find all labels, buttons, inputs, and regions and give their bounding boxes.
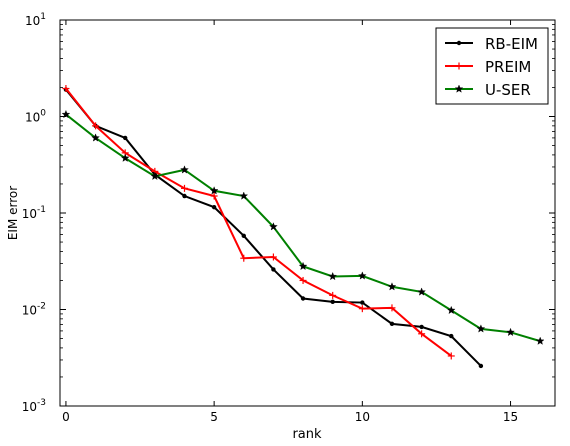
y-tick-label: 10-3 [22, 398, 46, 414]
x-tick-label: 5 [210, 410, 218, 424]
data-point-rb-eim [330, 299, 335, 305]
data-point-u-ser [476, 324, 486, 333]
data-point-u-ser [180, 165, 189, 174]
data-point-preim [299, 276, 307, 284]
legend: RB-EIM PREIM U-SER [435, 27, 549, 105]
plot-frame [59, 19, 556, 407]
data-point-preim [388, 304, 396, 312]
data-point-u-ser [120, 153, 130, 162]
series-u-ser [61, 109, 545, 345]
series-layer [61, 85, 545, 369]
legend-label: U-SER [485, 81, 531, 99]
data-point-u-ser [91, 133, 100, 142]
data-point-u-ser [239, 191, 249, 200]
y-tick-label: 101 [25, 12, 46, 28]
data-point-rb-eim [211, 204, 217, 210]
data-point-rb-eim [419, 324, 424, 330]
legend-marker [454, 84, 464, 93]
data-point-preim [92, 122, 100, 130]
series-line-preim [65, 87, 452, 357]
data-point-preim [180, 184, 188, 192]
data-point-preim [240, 254, 248, 262]
y-tick-label: 10-2 [22, 302, 46, 318]
legend-item-u-ser: U-SER [445, 81, 531, 99]
data-point-rb-eim [389, 321, 395, 327]
legend-item-rb-eim: RB-EIM [445, 35, 538, 53]
data-point-rb-eim [449, 333, 454, 339]
legend-marker [455, 62, 463, 70]
data-point-preim [418, 330, 426, 338]
data-point-preim [447, 352, 455, 360]
data-point-u-ser [269, 222, 278, 231]
data-point-u-ser [417, 287, 426, 296]
x-tick-label: 15 [503, 410, 518, 424]
data-point-u-ser [150, 171, 160, 181]
data-point-rb-eim [241, 233, 246, 239]
y-axis-label: EIM error [6, 186, 20, 240]
data-point-preim [329, 291, 337, 299]
data-point-u-ser [298, 261, 308, 271]
data-point-u-ser [446, 305, 456, 315]
y-tick-label: 100 [25, 109, 46, 125]
data-point-u-ser [387, 282, 397, 291]
data-point-u-ser [506, 327, 515, 337]
legend-label: RB-EIM [485, 35, 538, 53]
data-point-rb-eim [123, 135, 128, 141]
x-tick-label: 0 [62, 410, 70, 424]
x-axis-label: rank [292, 427, 322, 442]
legend-marker [456, 40, 462, 46]
data-point-rb-eim [182, 193, 187, 199]
data-point-u-ser [209, 186, 219, 195]
data-point-rb-eim [478, 363, 484, 369]
data-point-preim [210, 192, 218, 200]
data-point-preim [358, 305, 366, 313]
x-tick-label: 10 [355, 410, 370, 424]
data-point-rb-eim [300, 296, 306, 301]
legend-label: PREIM [485, 58, 531, 76]
data-point-u-ser [535, 336, 545, 345]
data-point-rb-eim [271, 267, 276, 272]
data-point-u-ser [328, 271, 338, 281]
data-point-rb-eim [360, 300, 365, 305]
data-point-preim [269, 253, 277, 261]
y-tick-label: 10-1 [22, 205, 46, 221]
legend-item-preim: PREIM [445, 58, 531, 76]
data-point-preim [62, 85, 70, 93]
data-point-u-ser [357, 271, 367, 280]
